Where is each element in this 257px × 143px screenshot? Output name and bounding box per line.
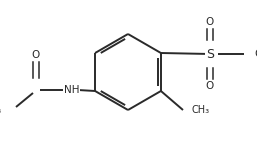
Text: O: O [206,17,214,27]
Text: CH₃: CH₃ [0,105,2,115]
Text: O: O [32,50,40,60]
Text: Cl: Cl [254,49,257,59]
Text: O: O [206,81,214,91]
Text: S: S [206,47,214,60]
Text: NH: NH [64,85,80,95]
Text: CH₃: CH₃ [191,105,209,115]
